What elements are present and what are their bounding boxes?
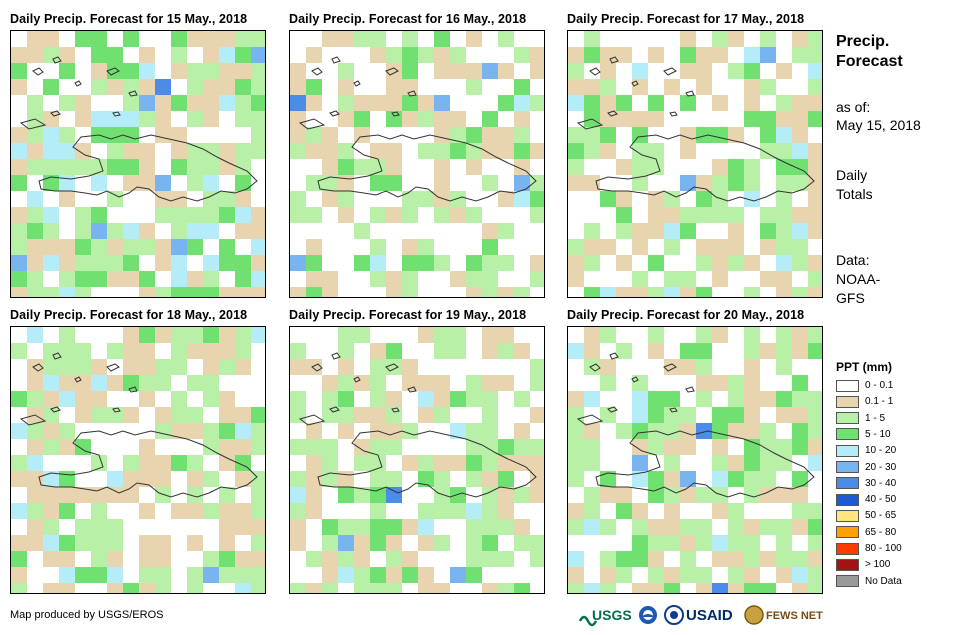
legend-label: 80 - 100 <box>865 543 902 554</box>
panel-title-3: Daily Precip. Forecast for 17 May., 2018 <box>567 12 805 26</box>
nasa-logo <box>664 605 684 625</box>
legend-item: 80 - 100 <box>836 542 902 555</box>
fewsnet-logo: FEWS NET <box>744 605 823 625</box>
legend-label: 1 - 5 <box>865 412 886 424</box>
legend-label: 50 - 65 <box>865 510 897 522</box>
usaid-logo: USAID <box>686 607 733 624</box>
legend-item: 30 - 40 <box>836 477 896 490</box>
legend-swatch <box>836 526 859 539</box>
legend-label: 10 - 20 <box>865 445 897 457</box>
forecast-map-2 <box>289 30 545 298</box>
panel-title-1: Daily Precip. Forecast for 15 May., 2018 <box>10 12 248 26</box>
sidebar-title: Precip. Forecast <box>836 33 903 70</box>
legend-label: No Data <box>865 575 902 587</box>
legend-label: 0 - 0.1 <box>865 380 894 391</box>
legend-swatch <box>836 395 859 408</box>
legend-label: 20 - 30 <box>865 461 897 473</box>
legend-label: 30 - 40 <box>865 477 897 489</box>
daily-totals-label: Daily Totals <box>836 167 873 202</box>
panel-title-4: Daily Precip. Forecast for 18 May., 2018 <box>10 308 248 322</box>
legend-label: 0.1 - 1 <box>865 396 894 408</box>
forecast-map-6 <box>567 326 823 594</box>
legend-swatch <box>836 379 859 392</box>
svg-text:FEWS NET: FEWS NET <box>766 610 823 622</box>
forecast-map-5 <box>289 326 545 594</box>
svg-text:USAID: USAID <box>686 607 733 624</box>
forecast-map-3 <box>567 30 823 298</box>
usgs-logo: USGS <box>578 607 632 627</box>
legend-item: 40 - 50 <box>836 493 896 506</box>
legend-item: 0 - 0.1 <box>836 379 893 392</box>
asof-label: as of: <box>836 99 871 115</box>
legend-swatch <box>836 428 859 441</box>
legend-swatch <box>836 444 859 457</box>
forecast-map-1 <box>10 30 266 298</box>
legend-label: 5 - 10 <box>865 428 891 440</box>
panel-title-6: Daily Precip. Forecast for 20 May., 2018 <box>567 308 805 322</box>
asof-date: May 15, 2018 <box>836 117 921 133</box>
forecast-map-4 <box>10 326 266 594</box>
panel-title-5: Daily Precip. Forecast for 19 May., 2018 <box>289 308 527 322</box>
panel-title-2: Daily Precip. Forecast for 16 May., 2018 <box>289 12 527 26</box>
legend-swatch <box>836 575 859 588</box>
legend-label: 40 - 50 <box>865 494 897 506</box>
legend-swatch <box>836 509 859 522</box>
legend-swatch <box>836 493 859 506</box>
legend-item: 65 - 80 <box>836 526 896 539</box>
legend-label: 65 - 80 <box>865 526 897 538</box>
legend-item: 1 - 5 <box>836 412 885 425</box>
legend-item: 10 - 20 <box>836 444 896 457</box>
legend-item: 20 - 30 <box>836 461 896 474</box>
svg-text:USGS: USGS <box>592 607 632 623</box>
agency-logos: USGS USAID FEWS NET <box>578 603 828 629</box>
legend-item: No Data <box>836 575 902 588</box>
legend-item: 50 - 65 <box>836 509 896 522</box>
legend-swatch <box>836 558 859 571</box>
legend-swatch <box>836 542 859 555</box>
legend-label: > 100 <box>865 559 891 571</box>
legend-swatch <box>836 461 859 473</box>
legend-item: 0.1 - 1 <box>836 395 893 408</box>
noaa-logo <box>639 606 657 624</box>
credit-text: Map produced by USGS/EROS <box>10 609 164 621</box>
legend-swatch <box>836 412 859 425</box>
data-source-label: Data: NOAA-GFS <box>836 252 881 306</box>
legend-title: PPT (mm) <box>836 360 893 374</box>
legend-item: 5 - 10 <box>836 428 891 441</box>
legend-swatch <box>836 477 859 490</box>
legend-item: > 100 <box>836 558 890 571</box>
